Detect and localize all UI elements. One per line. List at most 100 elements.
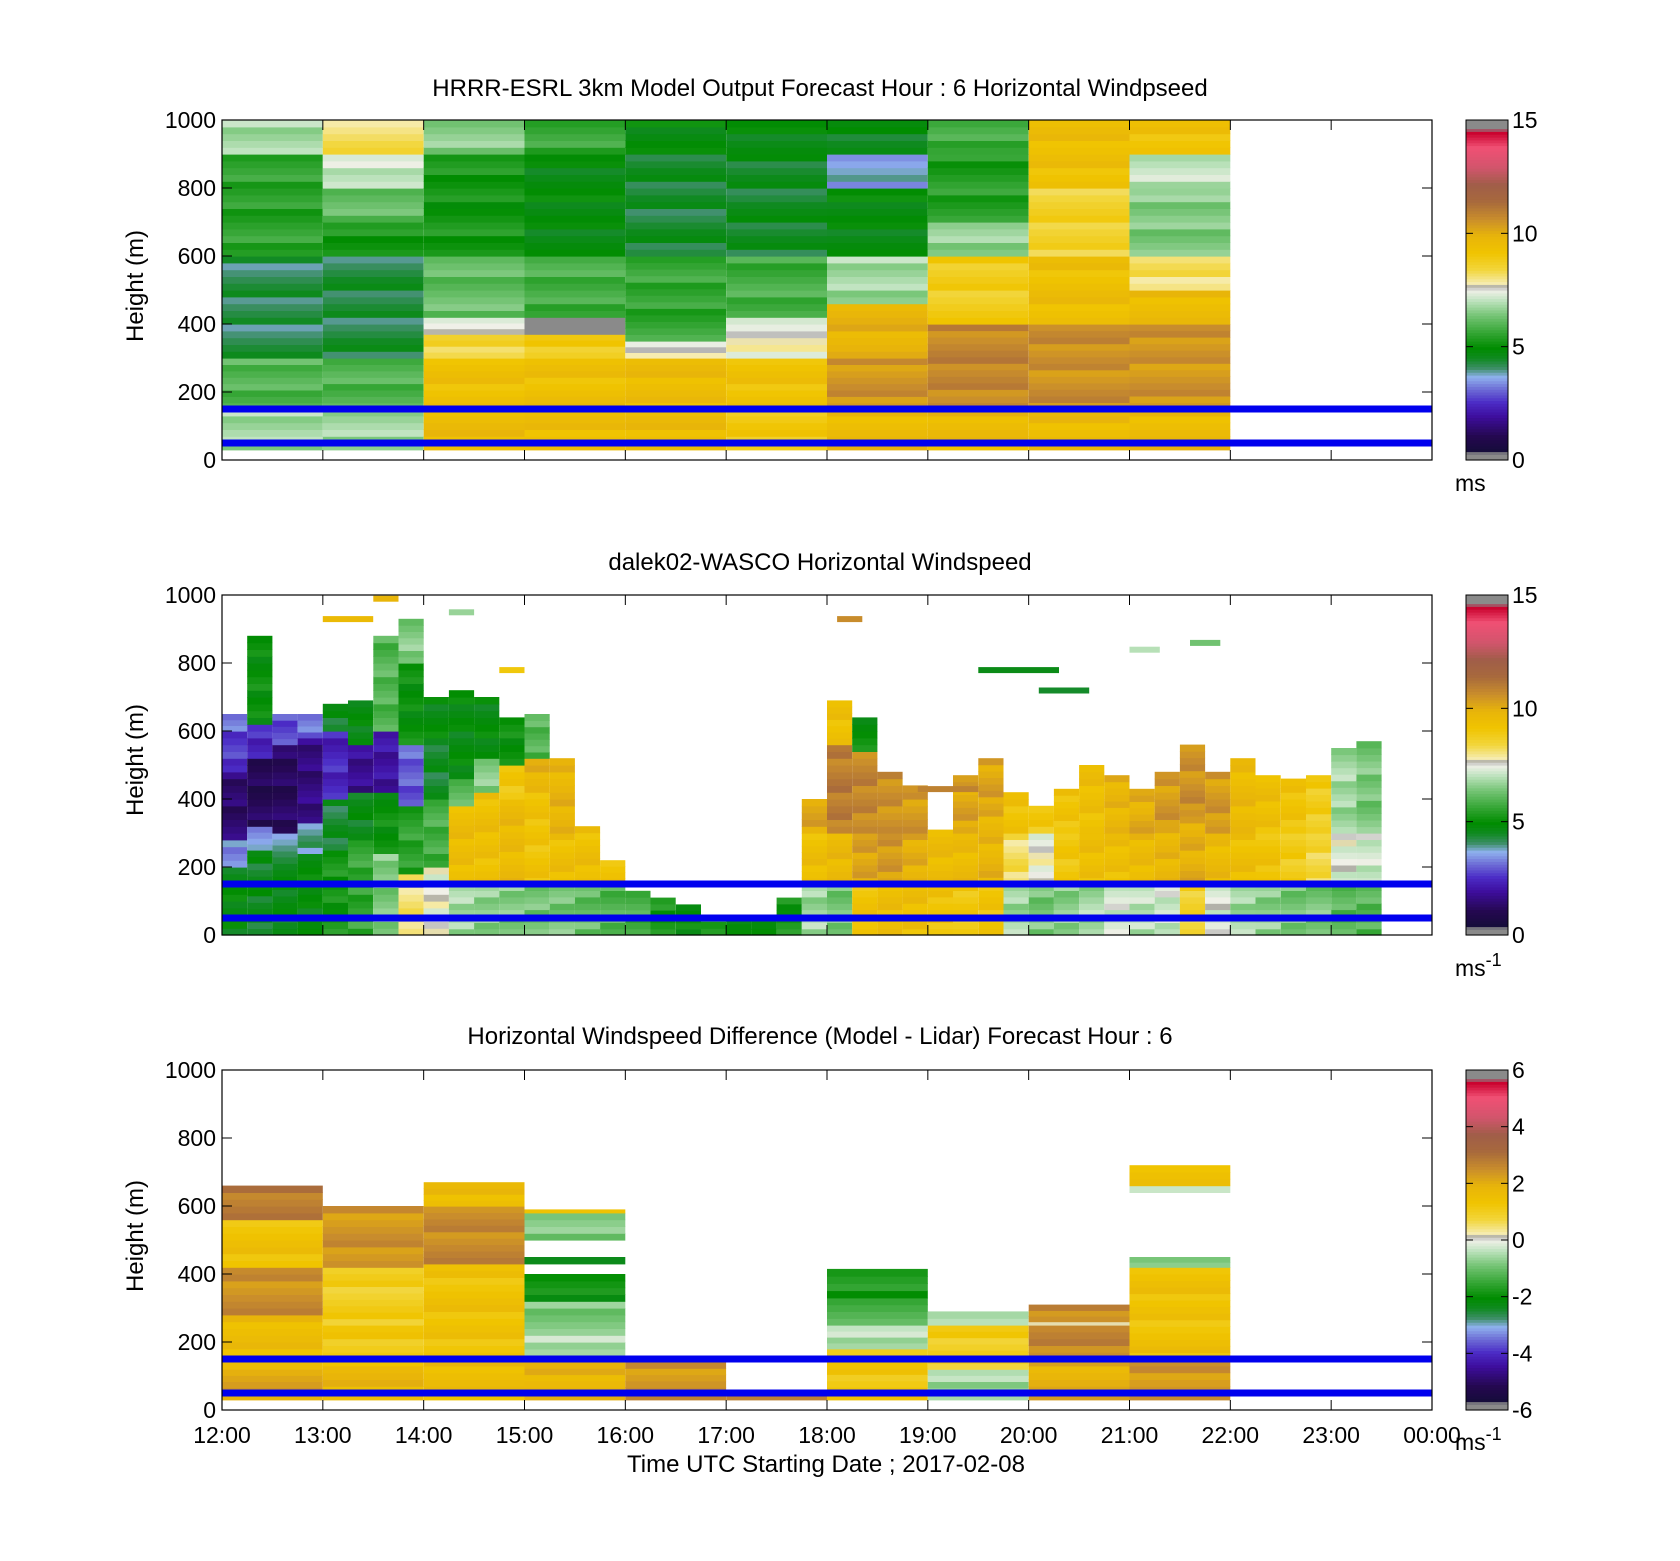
colorbar-segment xyxy=(1466,1070,1508,1074)
data-cell xyxy=(524,792,550,800)
data-cell xyxy=(953,800,979,808)
data-cell xyxy=(827,377,928,385)
data-cell xyxy=(247,703,273,712)
data-cell xyxy=(1255,852,1281,860)
data-cell xyxy=(1331,896,1357,904)
data-cell xyxy=(625,422,727,430)
data-cell xyxy=(801,799,827,807)
data-cell xyxy=(827,235,928,243)
data-cell xyxy=(1280,833,1306,840)
panel-lidar-unit: ms-1 xyxy=(1455,950,1502,981)
data-cell xyxy=(1154,839,1180,846)
data-cell xyxy=(1104,922,1130,930)
data-cell xyxy=(1179,850,1206,858)
colorbar-segment xyxy=(1466,244,1508,249)
data-cell xyxy=(978,863,1004,871)
colorbar-segment xyxy=(1466,626,1508,630)
colorbar-segment xyxy=(1466,1356,1508,1360)
colorbar-segment xyxy=(1466,1146,1508,1150)
data-cell xyxy=(1028,903,1054,911)
data-cell xyxy=(247,744,273,752)
data-cell xyxy=(499,771,525,780)
colorbar-segment xyxy=(1466,355,1508,359)
colorbar-segment xyxy=(1466,1214,1508,1218)
data-cell xyxy=(499,857,525,865)
data-cell xyxy=(247,805,273,814)
colorbar-segment xyxy=(1466,901,1508,905)
data-cell xyxy=(953,909,979,917)
data-cell xyxy=(902,826,928,834)
data-cell xyxy=(524,758,550,766)
data-cell xyxy=(801,845,827,853)
colorbar-segment xyxy=(1466,680,1508,684)
data-cell xyxy=(927,167,1029,175)
data-cell xyxy=(373,683,399,691)
data-cell xyxy=(297,894,323,902)
data-cell xyxy=(499,799,525,807)
data-cell xyxy=(877,839,903,847)
colorbar-segment xyxy=(1466,1248,1508,1252)
colorbar-segment xyxy=(1466,1112,1508,1116)
data-cell xyxy=(574,839,601,846)
data-cell xyxy=(423,697,449,705)
data-cell xyxy=(222,228,323,237)
data-cell xyxy=(625,262,727,270)
data-cell xyxy=(827,852,853,860)
colorbar-segment xyxy=(1466,762,1508,766)
data-cell xyxy=(827,799,853,807)
data-cell xyxy=(322,303,424,311)
data-cell xyxy=(348,846,374,854)
data-cell xyxy=(247,751,273,759)
data-cell xyxy=(322,1345,424,1353)
data-cell xyxy=(423,785,449,793)
data-cell xyxy=(726,215,827,223)
data-cell xyxy=(398,758,424,766)
data-cell xyxy=(827,290,928,298)
data-cell xyxy=(827,228,928,237)
data-cell xyxy=(827,1342,928,1350)
data-cell xyxy=(423,744,449,752)
colorbar-segment xyxy=(1466,852,1508,857)
data-cell xyxy=(549,858,575,866)
data-cell xyxy=(852,903,878,911)
data-cell xyxy=(322,290,424,298)
data-cell xyxy=(1079,864,1105,872)
data-cell xyxy=(322,765,348,773)
data-cell xyxy=(776,910,802,917)
colorbar-segment xyxy=(1466,869,1508,874)
colorbar-segment xyxy=(1466,411,1508,416)
data-cell xyxy=(1079,826,1105,834)
data-cell xyxy=(625,1361,727,1369)
colorbar-segment xyxy=(1466,1157,1508,1162)
data-cell xyxy=(524,825,550,833)
data-cell xyxy=(574,903,601,911)
data-cell xyxy=(827,706,853,714)
colorbar-segment xyxy=(1466,861,1508,865)
data-cell xyxy=(423,1238,525,1246)
data-cell xyxy=(625,314,727,322)
data-cell xyxy=(1331,787,1357,795)
data-cell xyxy=(297,860,323,868)
panel-model-unit: ms xyxy=(1455,470,1486,496)
data-cell xyxy=(1028,296,1130,305)
data-cell xyxy=(549,845,575,853)
data-cell xyxy=(902,890,928,898)
data-cell xyxy=(1154,826,1180,834)
data-cell xyxy=(423,710,449,718)
data-cell xyxy=(1129,330,1231,338)
colorbar-segment xyxy=(1466,1282,1508,1286)
data-cell xyxy=(1230,758,1256,766)
data-cell xyxy=(322,283,424,291)
data-cell xyxy=(827,1374,928,1382)
data-cell xyxy=(322,120,424,128)
data-cell xyxy=(448,751,475,759)
data-cell xyxy=(978,829,1004,837)
colorbar-segment xyxy=(1466,796,1508,800)
data-cell xyxy=(222,1253,323,1261)
data-cell xyxy=(827,133,928,141)
data-cell xyxy=(524,732,550,740)
data-cell xyxy=(423,1270,525,1278)
data-cell xyxy=(222,714,248,721)
data-cell xyxy=(524,831,550,839)
data-cell xyxy=(1003,903,1029,911)
